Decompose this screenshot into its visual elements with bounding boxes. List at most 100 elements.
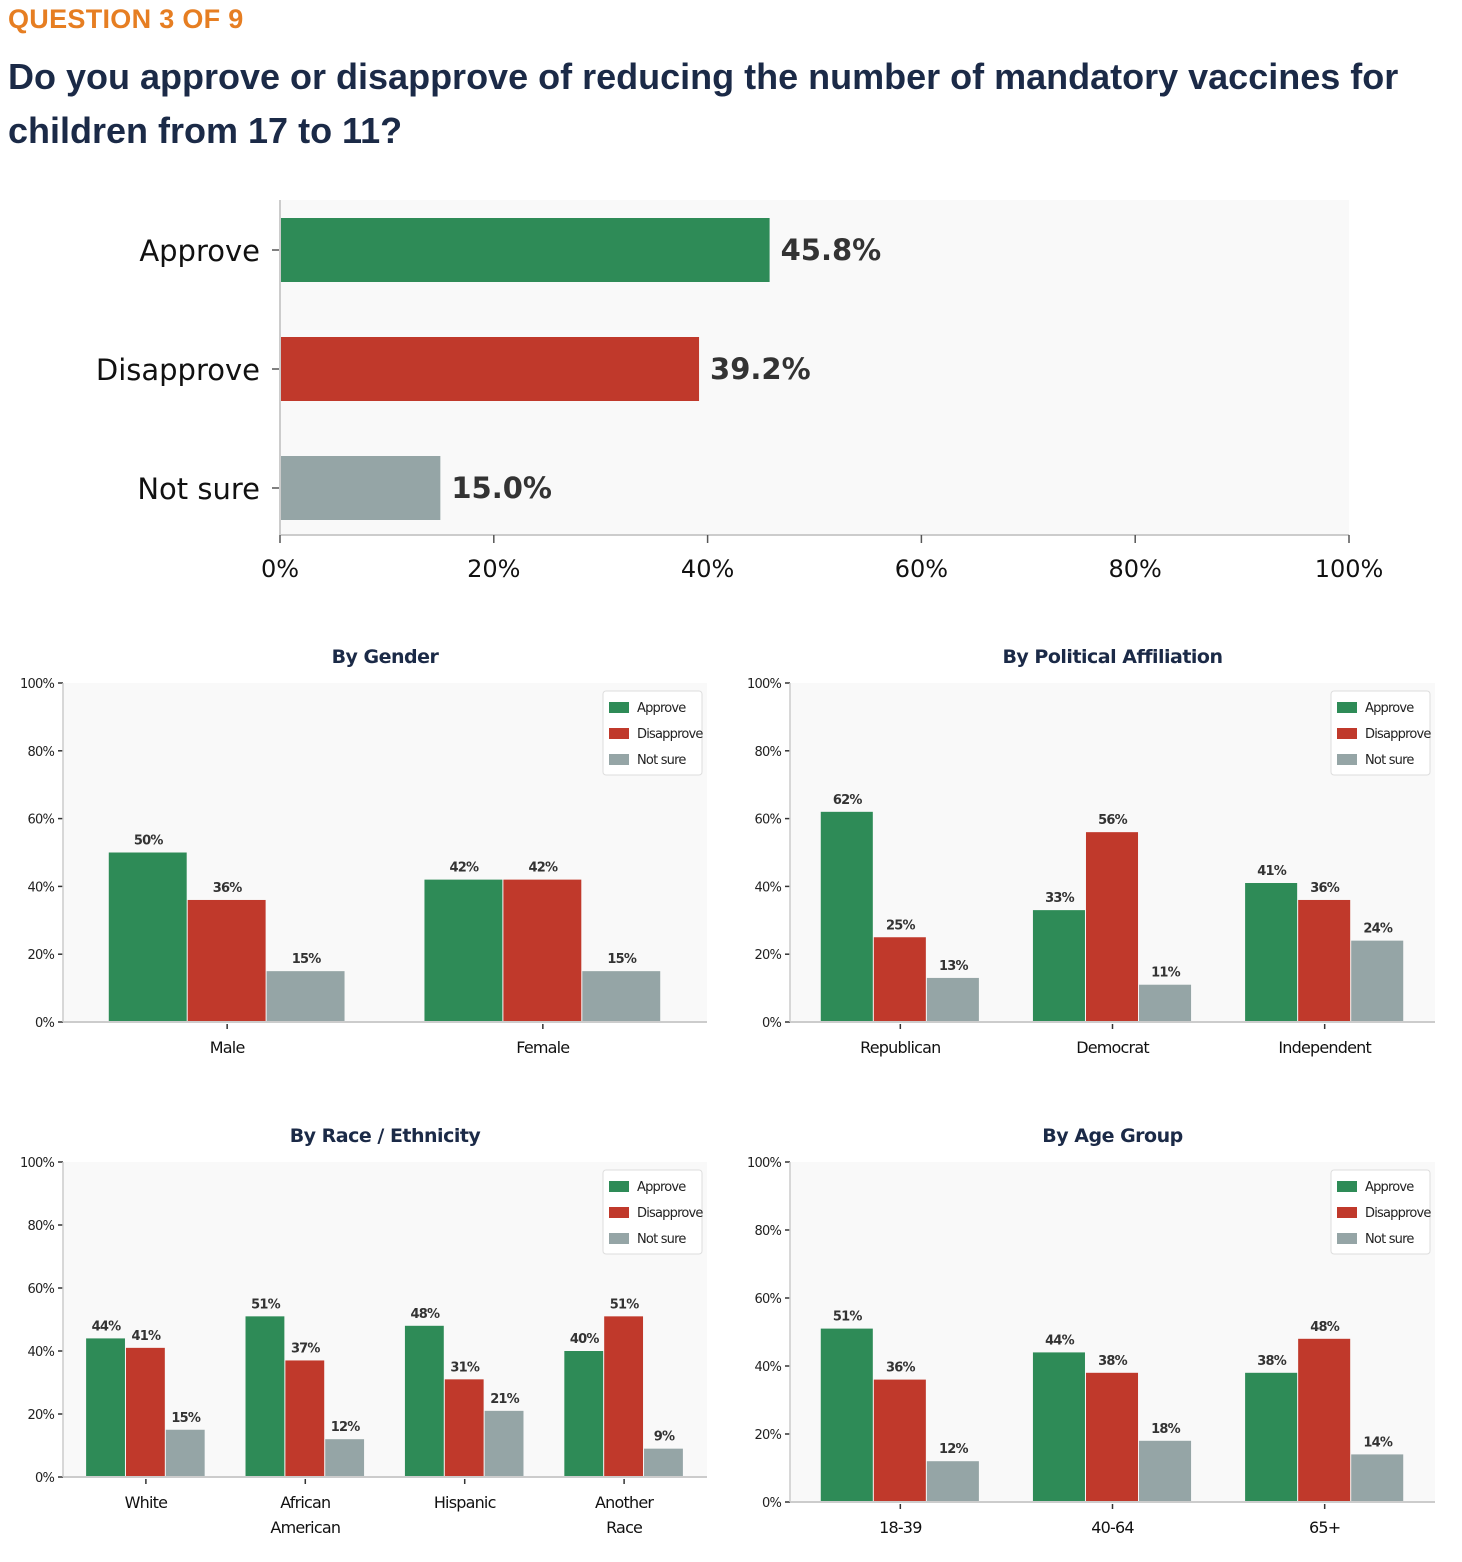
legend-swatch	[1337, 1233, 1357, 1244]
bar-approve	[564, 1351, 604, 1477]
category-label: Disapprove	[96, 353, 260, 387]
bar-value-label: 41%	[132, 1329, 161, 1344]
chart-title: By Age Group	[1042, 1125, 1182, 1147]
bar-disapprove	[503, 879, 582, 1022]
overall-chart: 45.8% Approve 39.2% Disapprove 15.0% Not sure…	[96, 200, 1383, 583]
bar-disapprove	[125, 1347, 165, 1477]
y-tick-label: 40%	[755, 1360, 782, 1375]
x-tick-label-line: Democrat	[1076, 1038, 1149, 1057]
category-label: Not sure	[137, 472, 260, 506]
bar-value-label: 15%	[292, 952, 321, 967]
bar-value-label: 45.8%	[781, 233, 882, 267]
bar-value-label: 15%	[607, 952, 636, 967]
y-tick-label: 80%	[28, 1219, 55, 1234]
legend: Approve Disapprove Not sure	[602, 690, 704, 776]
bar-not-sure	[1351, 940, 1404, 1022]
legend: Approve Disapprove Not sure	[1330, 690, 1432, 776]
x-tick-label-line: Male	[210, 1038, 245, 1057]
legend-swatch	[609, 1233, 629, 1244]
x-tick-label-line: Female	[516, 1038, 569, 1057]
legend-swatch	[609, 754, 629, 765]
legend-swatch	[609, 702, 629, 713]
bar-disapprove	[1085, 1372, 1139, 1502]
y-tick-label: 80%	[755, 1224, 782, 1239]
x-tick-label-line: 18-39	[879, 1518, 922, 1537]
legend-label: Approve	[1365, 1180, 1414, 1195]
y-tick-label: 60%	[755, 813, 782, 828]
x-tick-label-line: American	[270, 1518, 340, 1537]
bar-approve	[820, 811, 873, 1022]
y-tick-label: 60%	[28, 813, 55, 828]
bar-value-label: 48%	[410, 1307, 439, 1322]
legend-swatch	[609, 1207, 629, 1218]
legend-label: Disapprove	[637, 727, 703, 742]
legend-label: Approve	[637, 1180, 686, 1195]
bar-disapprove	[280, 337, 700, 401]
bar-value-label: 62%	[833, 793, 862, 808]
chart-title: By Race / Ethnicity	[290, 1125, 482, 1147]
bar-value-label: 41%	[1257, 864, 1286, 879]
y-tick-label: 0%	[762, 1016, 781, 1031]
x-tick-label: 0%	[261, 555, 299, 583]
y-tick-label: 20%	[755, 948, 782, 963]
bar-disapprove	[1298, 899, 1351, 1022]
bar-not-sure	[484, 1410, 524, 1477]
legend-label: Disapprove	[1365, 727, 1431, 742]
legend-label: Not sure	[637, 753, 686, 768]
x-tick-label: 80%	[1109, 555, 1162, 583]
bar-approve	[86, 1338, 125, 1477]
bar-disapprove	[873, 1379, 926, 1502]
y-tick-label: 100%	[747, 1156, 781, 1171]
question-counter: QUESTION 3 OF 9	[8, 4, 244, 34]
bar-value-label: 9%	[654, 1430, 675, 1445]
x-tick-label-line: Hispanic	[434, 1493, 496, 1512]
y-tick-label: 80%	[28, 745, 55, 760]
bar-value-label: 15.0%	[451, 471, 552, 505]
bar-value-label: 21%	[490, 1392, 519, 1407]
legend: Approve Disapprove Not sure	[1330, 1169, 1432, 1255]
x-tick-label-line: 40-64	[1091, 1518, 1134, 1537]
x-tick-label: Democrat	[1076, 1038, 1149, 1057]
bar-value-label: 40%	[570, 1332, 599, 1347]
bar-not-sure	[325, 1439, 365, 1477]
y-tick-label: 20%	[755, 1428, 782, 1443]
bar-value-label: 48%	[1310, 1320, 1339, 1335]
x-tick-label: Republican	[860, 1038, 940, 1057]
bar-approve	[108, 852, 187, 1022]
chart-title: By Gender	[332, 646, 440, 668]
x-tick-label: Female	[516, 1038, 569, 1057]
category-label: Approve	[139, 234, 260, 268]
bar-value-label: 36%	[1310, 881, 1339, 896]
chart-by-race-ethnicity: By Race / Ethnicity 0% 20% 40% 60% 80% 100% 44%…	[20, 1125, 707, 1537]
y-tick-label: 40%	[755, 880, 782, 895]
legend-swatch	[1337, 702, 1357, 713]
x-tick-label: 60%	[895, 555, 948, 583]
bar-not-sure	[1351, 1454, 1404, 1502]
bar-value-label: 13%	[939, 959, 968, 974]
bar-disapprove	[604, 1316, 644, 1477]
legend-label: Not sure	[1365, 753, 1414, 768]
x-tick-label-line: Republican	[860, 1038, 940, 1057]
y-tick-label: 0%	[35, 1471, 54, 1486]
y-tick-label: 60%	[28, 1282, 55, 1297]
y-tick-label: 100%	[20, 677, 54, 692]
bar-disapprove	[187, 899, 266, 1022]
legend-label: Approve	[1365, 701, 1414, 716]
y-tick-label: 0%	[762, 1496, 781, 1511]
bar-disapprove	[285, 1360, 325, 1477]
bar-approve	[1245, 883, 1298, 1022]
legend-swatch	[1337, 1181, 1357, 1192]
bar-value-label: 51%	[610, 1297, 639, 1312]
bar-value-label: 15%	[171, 1411, 200, 1426]
x-tick-label: Hispanic	[434, 1493, 496, 1512]
legend-swatch	[609, 728, 629, 739]
bar-value-label: 12%	[331, 1420, 360, 1435]
bar-value-label: 44%	[1045, 1333, 1074, 1348]
bar-value-label: 38%	[1257, 1354, 1286, 1369]
legend: Approve Disapprove Not sure	[602, 1169, 704, 1255]
x-tick-label: 18-39	[879, 1518, 922, 1537]
bar-value-label: 18%	[1151, 1422, 1180, 1437]
bar-approve	[1032, 910, 1085, 1022]
bar-value-label: 51%	[833, 1310, 862, 1325]
x-tick-label: Male	[210, 1038, 245, 1057]
